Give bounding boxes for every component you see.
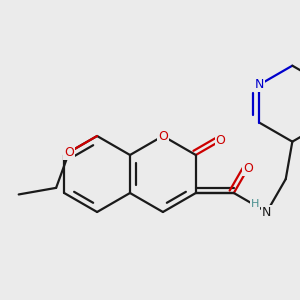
Text: N: N: [262, 206, 272, 218]
Text: H: H: [250, 199, 259, 209]
Text: O: O: [243, 162, 253, 175]
Text: O: O: [64, 146, 74, 159]
Text: O: O: [158, 130, 168, 142]
Text: O: O: [216, 134, 225, 147]
Text: N: N: [255, 78, 264, 91]
